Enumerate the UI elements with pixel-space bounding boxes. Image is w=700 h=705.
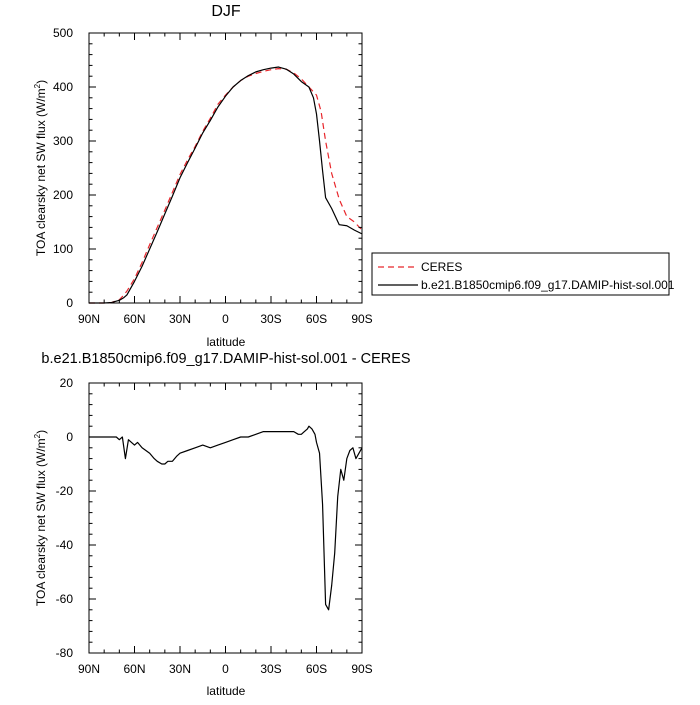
- top-chart-y-tick-label: 500: [53, 26, 73, 40]
- top-chart-series-line-1: [89, 66, 363, 304]
- bottom-chart-y-tick-label: -80: [56, 646, 74, 660]
- bottom-chart-y-axis-label: TOA clearsky net SW flux (W/m2): [33, 430, 48, 606]
- bottom-chart-y-tick-label: 0: [66, 430, 73, 444]
- legend-label-ceres: CERES: [421, 260, 462, 274]
- top-chart-x-tick-label: 90S: [351, 312, 372, 326]
- bottom-chart-x-axis-label: latitude: [207, 684, 246, 698]
- bottom-chart-x-tick-label: 30S: [260, 662, 281, 676]
- top-chart-x-tick-label: 60S: [306, 312, 327, 326]
- bottom-chart-x-tick-label: 90N: [78, 662, 100, 676]
- bottom-chart-x-tick-label: 90S: [351, 662, 372, 676]
- bottom-chart-panel: b.e21.B1850cmip6.f09_g17.DAMIP-hist-sol.…: [33, 351, 411, 698]
- top-chart-ticks-layer: 90N 60N 30N 0 30S 60S 90S 0 100 200 300 400 500: [53, 26, 373, 326]
- top-chart-plot-frame: [88, 32, 363, 304]
- top-chart-x-tick-label: 30S: [260, 312, 281, 326]
- bottom-chart-y-tick-label: -40: [56, 538, 74, 552]
- top-chart-x-axis-label: latitude: [207, 335, 246, 349]
- bottom-chart-x-tick-label: 0: [222, 662, 229, 676]
- bottom-chart-x-tick-label: 60S: [306, 662, 327, 676]
- top-chart-panel: DJF 90N 60N 30N 0 30S 60S 90S0100200300400500 …: [33, 3, 675, 349]
- top-chart-y-tick-label: 0: [66, 296, 73, 310]
- bottom-chart-title: b.e21.B1850cmip6.f09_g17.DAMIP-hist-sol.…: [41, 351, 410, 367]
- bottom-chart-y-tick-label: -20: [56, 484, 74, 498]
- top-chart-title: DJF: [211, 3, 241, 20]
- top-chart-legend: CERES b.e21.B1850cmip6.f09_g17.DAMIP-his…: [371, 252, 675, 296]
- legend-box: [371, 252, 670, 296]
- bottom-chart-ticks-layer: 90N 60N 30N 0 30S 60S 90S -80 -60 -40 -20 0 20: [56, 376, 373, 676]
- bottom-chart-x-tick-label: 30N: [169, 662, 191, 676]
- bottom-chart-plot-frame: [88, 382, 363, 654]
- top-chart-x-tick-label: 30N: [169, 312, 191, 326]
- top-chart-x-tick-label: 60N: [123, 312, 145, 326]
- top-chart-x-tick-label: 90N: [78, 312, 100, 326]
- top-chart-y-tick-label: 300: [53, 134, 73, 148]
- bottom-chart-series-line-0: [89, 425, 363, 611]
- top-chart-y-tick-label: 200: [53, 188, 73, 202]
- bottom-chart-x-tick-label: 60N: [123, 662, 145, 676]
- top-chart-series-line-0: [89, 68, 363, 304]
- bottom-chart-series-layer: [89, 425, 363, 611]
- top-chart-series-layer: [89, 66, 363, 304]
- bottom-chart-y-tick-label: 20: [60, 376, 74, 390]
- top-chart-y-tick-label: 400: [53, 80, 73, 94]
- top-chart-x-tick-label: 0: [222, 312, 229, 326]
- top-chart-y-axis-label: TOA clearsky net SW flux (W/m2): [33, 80, 48, 256]
- top-chart-y-tick-label: 100: [53, 242, 73, 256]
- legend-label-model: b.e21.B1850cmip6.f09_g17.DAMIP-hist-sol.…: [421, 278, 675, 292]
- bottom-chart-y-tick-label: -60: [56, 592, 74, 606]
